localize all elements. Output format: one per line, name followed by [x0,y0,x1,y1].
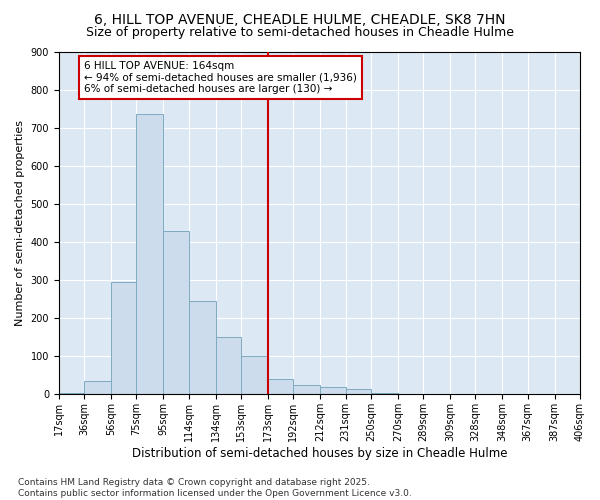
Text: 6, HILL TOP AVENUE, CHEADLE HULME, CHEADLE, SK8 7HN: 6, HILL TOP AVENUE, CHEADLE HULME, CHEAD… [94,12,506,26]
Bar [268,379,293,394]
Bar [59,392,84,394]
Y-axis label: Number of semi-detached properties: Number of semi-detached properties [15,120,25,326]
Bar [346,388,371,394]
Bar [241,356,268,395]
Bar [371,392,398,394]
Bar [163,230,189,394]
Bar [136,114,163,394]
Text: Contains HM Land Registry data © Crown copyright and database right 2025.
Contai: Contains HM Land Registry data © Crown c… [18,478,412,498]
Bar [189,301,215,394]
Text: 6 HILL TOP AVENUE: 164sqm
← 94% of semi-detached houses are smaller (1,936)
6% o: 6 HILL TOP AVENUE: 164sqm ← 94% of semi-… [84,61,357,94]
Bar [215,338,241,394]
X-axis label: Distribution of semi-detached houses by size in Cheadle Hulme: Distribution of semi-detached houses by … [131,447,507,460]
Text: Size of property relative to semi-detached houses in Cheadle Hulme: Size of property relative to semi-detach… [86,26,514,39]
Bar [111,282,136,395]
Bar [320,387,346,394]
Bar [293,385,320,394]
Bar [84,381,111,394]
